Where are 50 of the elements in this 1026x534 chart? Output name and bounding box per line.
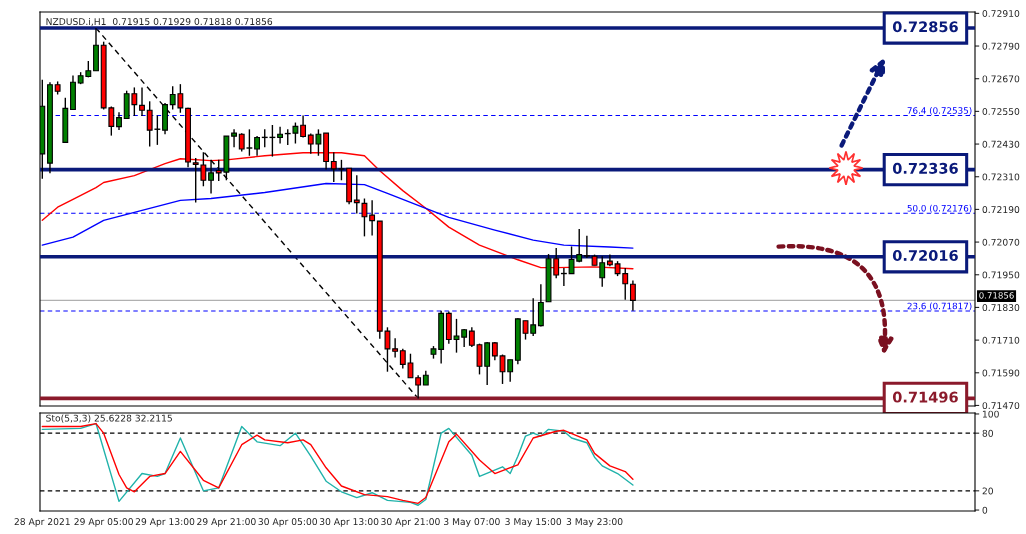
y-tick-label: 20 [982, 487, 993, 495]
x-tick-label: 29 Apr 05:00 [74, 518, 133, 527]
ref-line-label: 50.0 (0.72176) [907, 204, 972, 213]
y-tick-label: 80 [982, 429, 993, 437]
x-tick-label: 30 Apr 05:00 [258, 518, 318, 527]
x-tick-label: 30 Apr 21:00 [381, 518, 440, 527]
candlestick [583, 235, 590, 259]
candlestick [277, 125, 284, 145]
y-tick-label: 0.72310 [982, 173, 1020, 181]
x-tick-label: 28 Apr 2021 [14, 518, 70, 527]
y-tick-label: 0.72670 [982, 75, 1020, 83]
x-tick-label: 3 May 07:00 [444, 518, 500, 527]
candlestick [353, 174, 360, 215]
candlestick [361, 197, 368, 238]
y-tick-label: 0.71470 [982, 402, 1020, 410]
y-tick-label: 0 [982, 506, 988, 514]
ref-line-label: 76.4 (0.72535) [907, 107, 972, 115]
text: NZDUSD.i,H1 0.71915 0.71929 0.71818 0.71856 [46, 17, 273, 26]
y-tick-label: 0.72190 [982, 206, 1020, 214]
candlestick [254, 135, 261, 157]
candlestick [208, 159, 214, 195]
y-tick-label: 0.71950 [982, 271, 1020, 279]
x-tick-label: 3 May 23:00 [566, 518, 623, 527]
y-tick-label: 100 [982, 410, 999, 418]
ref-line-label: 0.72016 [892, 249, 958, 262]
y-tick-label: 0.71710 [982, 336, 1020, 344]
ref-line-label: 23.6 (0.71817) [907, 302, 972, 311]
candlestick [139, 86, 145, 117]
y-tick-label: 0.72550 [982, 108, 1020, 115]
ref-line-label: 0.71856 [979, 292, 1014, 299]
y-tick-label: 0.72790 [982, 42, 1020, 50]
y-tick-label: 0.72430 [982, 140, 1020, 148]
x-tick-label: 3 May 15:00 [505, 518, 562, 527]
candlestick [231, 128, 237, 149]
x-tick-label: 30 Apr 13:00 [319, 518, 379, 527]
ref-line-label: 0.72336 [892, 162, 958, 174]
x-tick-label: 29 Apr 21:00 [197, 518, 256, 527]
x-tick-label: 29 Apr 13:00 [135, 518, 195, 527]
y-tick-label: 0.71830 [982, 304, 1020, 312]
candlestick [369, 199, 376, 237]
candlestick [629, 279, 636, 312]
candlestick [300, 114, 307, 139]
candlestick [392, 337, 399, 359]
y-tick-label: 0.72910 [982, 10, 1020, 17]
ref-line-label: 0.72856 [892, 21, 958, 33]
chart-title: Sto(5,3,3) 25.6228 32.2115 [46, 414, 172, 423]
ref-line-label: 0.71496 [892, 391, 958, 403]
y-tick-label: 0.72070 [982, 238, 1020, 246]
y-tick-label: 0.71590 [982, 369, 1020, 377]
candlestick [537, 283, 544, 328]
